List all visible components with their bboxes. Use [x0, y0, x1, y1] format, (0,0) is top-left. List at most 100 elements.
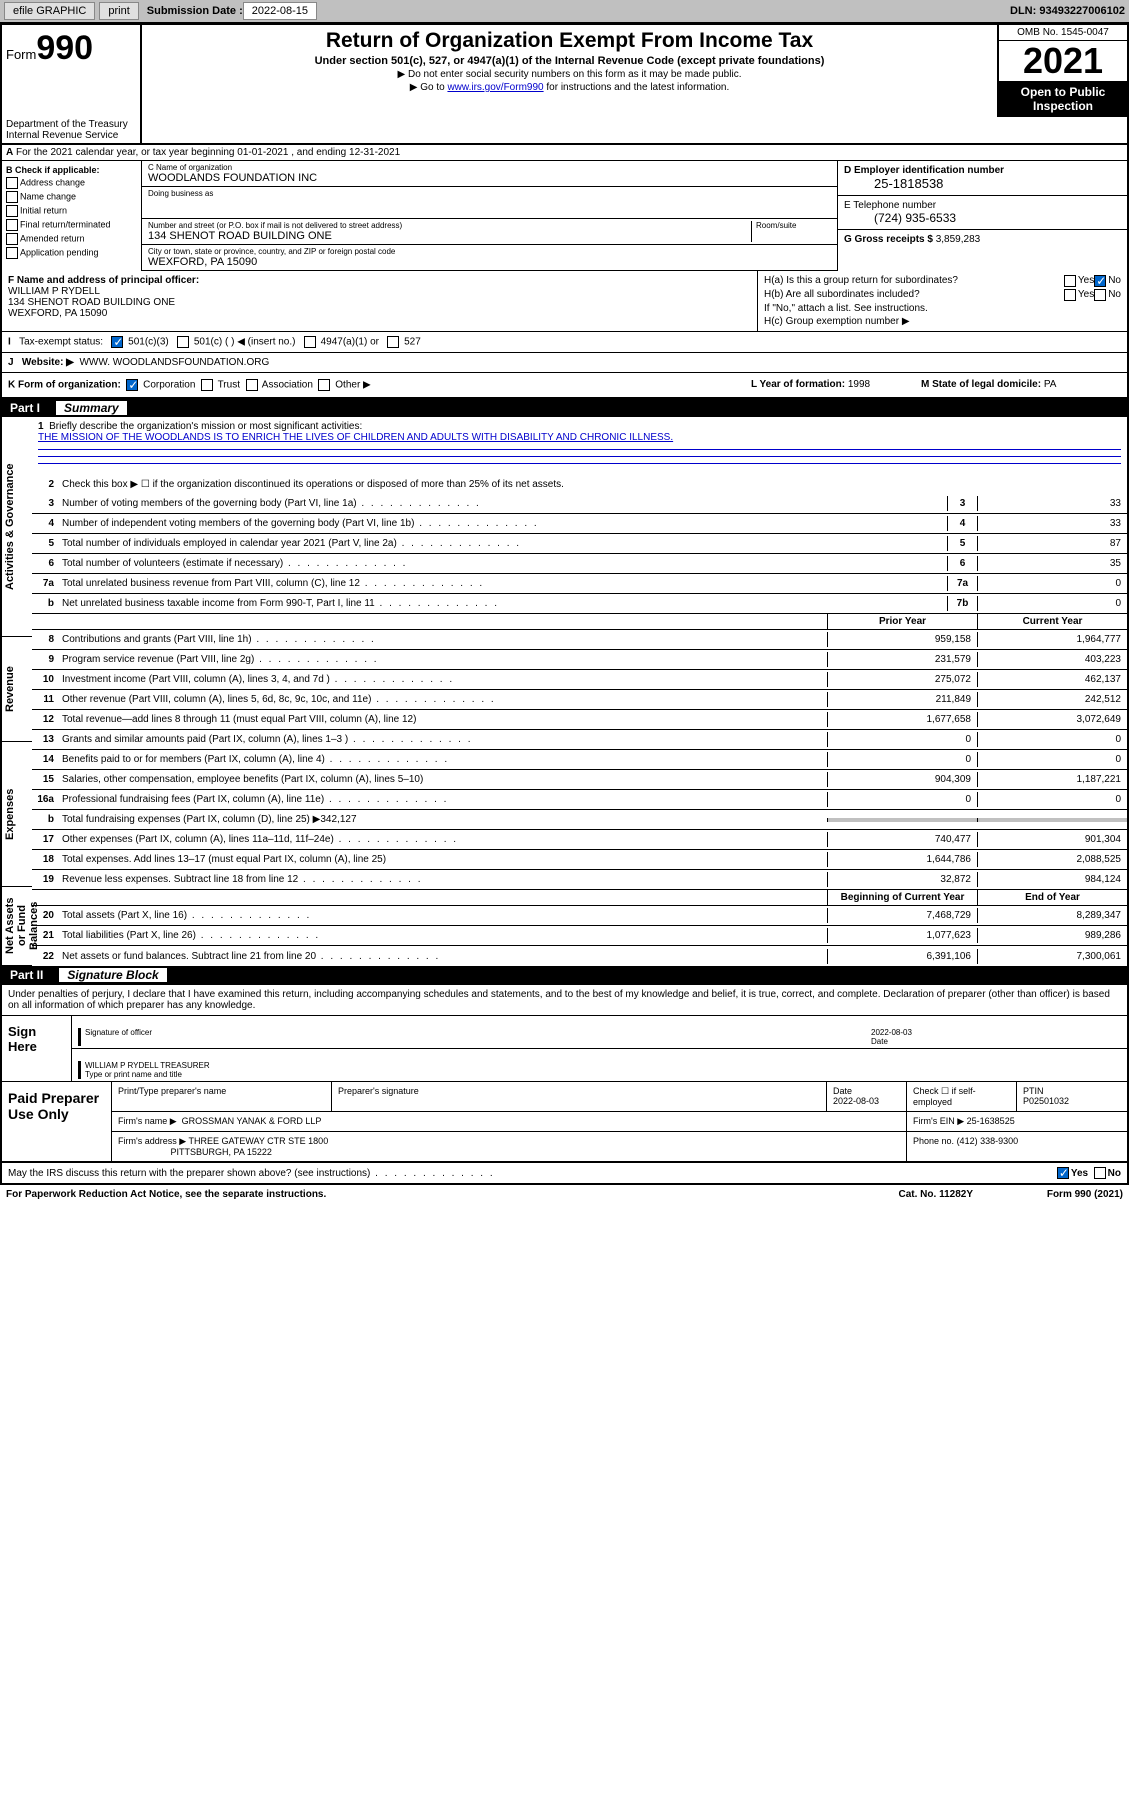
prior-17: 740,477: [827, 832, 977, 847]
officer-name: WILLIAM P RYDELL: [8, 286, 100, 297]
val-line-4: 33: [977, 516, 1127, 531]
signature-block: Under penalties of perjury, I declare th…: [0, 984, 1129, 1163]
row-j-website: J Website: ▶ WWW. WOODLANDSFOUNDATION.OR…: [0, 353, 1129, 373]
row-k-l-m: K Form of organization: Corporation Trus…: [0, 373, 1129, 399]
form-subtitle-1: Under section 501(c), 527, or 4947(a)(1)…: [146, 55, 993, 67]
website-url: WWW. WOODLANDSFOUNDATION.ORG: [79, 357, 269, 368]
beg-22: 6,391,106: [827, 949, 977, 964]
line-1-mission: 1 Briefly describe the organization's mi…: [32, 417, 1127, 474]
curr-15: 1,187,221: [977, 772, 1127, 787]
part-2-header: Part IISignature Block: [0, 966, 1129, 984]
curr-17: 901,304: [977, 832, 1127, 847]
prior-15: 904,309: [827, 772, 977, 787]
prior-9: 231,579: [827, 652, 977, 667]
ptin-value: P02501032: [1023, 1096, 1069, 1106]
open-public-badge: Open to Public Inspection: [999, 81, 1127, 117]
form-subtitle-2: ▶ Do not enter social security numbers o…: [146, 69, 993, 80]
prior-10: 275,072: [827, 672, 977, 687]
form-subtitle-3: ▶ Go to www.irs.gov/Form990 for instruct…: [146, 82, 993, 93]
curr-11: 242,512: [977, 692, 1127, 707]
gross-receipts: 3,859,283: [936, 234, 981, 245]
chk-group-return-no[interactable]: [1094, 275, 1106, 287]
prior-13: 0: [827, 732, 977, 747]
tax-year: 2021: [999, 41, 1127, 81]
prior-14: 0: [827, 752, 977, 767]
discuss-row: May the IRS discuss this return with the…: [0, 1163, 1129, 1185]
val-line-5: 87: [977, 536, 1127, 551]
paid-preparer-block: Paid Preparer Use Only Print/Type prepar…: [2, 1081, 1127, 1161]
firm-ein: 25-1638525: [967, 1116, 1015, 1126]
chk-application-pending[interactable]: Application pending: [6, 247, 137, 259]
mission-text: THE MISSION OF THE WOODLANDS IS TO ENRIC…: [38, 432, 673, 443]
officer-name-title: WILLIAM P RYDELL TREASURER: [85, 1061, 210, 1070]
form-number: Form990: [6, 29, 136, 68]
part-1-body: Activities & Governance Revenue Expenses…: [0, 417, 1129, 966]
side-net-assets: Net Assets or Fund Balances: [2, 887, 32, 966]
cat-number: Cat. No. 11282Y: [899, 1189, 973, 1200]
sig-date: 2022-08-03: [871, 1028, 912, 1037]
curr-10: 462,137: [977, 672, 1127, 687]
state-domicile: PA: [1044, 379, 1057, 390]
curr-8: 1,964,777: [977, 632, 1127, 647]
preparer-date: 2022-08-03: [833, 1096, 879, 1106]
val-16b: 342,127: [320, 814, 356, 825]
chk-final-return[interactable]: Final return/terminated: [6, 219, 137, 231]
side-governance: Activities & Governance: [2, 417, 32, 637]
row-f-h: F Name and address of principal officer:…: [0, 271, 1129, 332]
header-block-bcdeg: B Check if applicable: Address change Na…: [0, 161, 1129, 271]
chk-address-change[interactable]: Address change: [6, 177, 137, 189]
sign-here-label: Sign Here: [2, 1016, 72, 1081]
chk-amended-return[interactable]: Amended return: [6, 233, 137, 245]
beg-20: 7,468,729: [827, 908, 977, 923]
chk-corporation[interactable]: [126, 379, 138, 391]
chk-501c3[interactable]: [111, 336, 123, 348]
year-formation: 1998: [848, 379, 870, 390]
efile-button[interactable]: efile GRAPHIC: [4, 2, 95, 20]
val-line-3: 33: [977, 496, 1127, 511]
chk-name-change[interactable]: Name change: [6, 191, 137, 203]
department-label: Department of the Treasury Internal Reve…: [2, 117, 142, 143]
part-1-header: Part ISummary: [0, 399, 1129, 417]
org-name: WOODLANDS FOUNDATION INC: [148, 172, 831, 184]
paid-preparer-label: Paid Preparer Use Only: [2, 1082, 112, 1161]
curr-19: 984,124: [977, 872, 1127, 887]
firm-name: GROSSMAN YANAK & FORD LLP: [182, 1116, 322, 1126]
prior-12: 1,677,658: [827, 712, 977, 727]
side-revenue: Revenue: [2, 637, 32, 742]
row-a-tax-year: A For the 2021 calendar year, or tax yea…: [0, 143, 1129, 161]
curr-13: 0: [977, 732, 1127, 747]
prior-8: 959,158: [827, 632, 977, 647]
sig-declaration: Under penalties of perjury, I declare th…: [2, 985, 1127, 1016]
firm-address: THREE GATEWAY CTR STE 1800: [189, 1136, 329, 1146]
curr-9: 403,223: [977, 652, 1127, 667]
end-20: 8,289,347: [977, 908, 1127, 923]
print-button[interactable]: print: [99, 2, 138, 20]
section-c-org-info: C Name of organizationWOODLANDS FOUNDATI…: [142, 161, 837, 271]
row-i-tax-status: I Tax-exempt status: 501(c)(3) 501(c) ( …: [0, 332, 1129, 353]
curr-16a: 0: [977, 792, 1127, 807]
form-label: Form 990 (2021): [973, 1189, 1123, 1200]
submission-date: 2022-08-15: [243, 2, 317, 20]
form-title: Return of Organization Exempt From Incom…: [146, 29, 993, 53]
dln-label: DLN: 93493227006102: [1010, 5, 1125, 17]
phone-value: (724) 935-6533: [844, 211, 1121, 225]
irs-link[interactable]: www.irs.gov/Form990: [447, 82, 543, 93]
chk-initial-return[interactable]: Initial return: [6, 205, 137, 217]
prior-18: 1,644,786: [827, 852, 977, 867]
curr-12: 3,072,649: [977, 712, 1127, 727]
prior-19: 32,872: [827, 872, 977, 887]
curr-18: 2,088,525: [977, 852, 1127, 867]
firm-phone: (412) 338-9300: [957, 1136, 1019, 1146]
end-22: 7,300,061: [977, 949, 1127, 964]
chk-discuss-yes[interactable]: [1057, 1167, 1069, 1179]
section-b-checkboxes: B Check if applicable: Address change Na…: [2, 161, 142, 271]
submission-label: Submission Date :: [147, 5, 243, 17]
top-toolbar: efile GRAPHIC print Submission Date : 20…: [0, 0, 1129, 23]
curr-14: 0: [977, 752, 1127, 767]
page-footer: For Paperwork Reduction Act Notice, see …: [0, 1185, 1129, 1204]
beg-21: 1,077,623: [827, 928, 977, 943]
org-address: 134 SHENOT ROAD BUILDING ONE: [148, 230, 751, 242]
form-header: Form990 Return of Organization Exempt Fr…: [0, 23, 1129, 117]
section-deg: D Employer identification number25-18185…: [837, 161, 1127, 271]
val-line-6: 35: [977, 556, 1127, 571]
